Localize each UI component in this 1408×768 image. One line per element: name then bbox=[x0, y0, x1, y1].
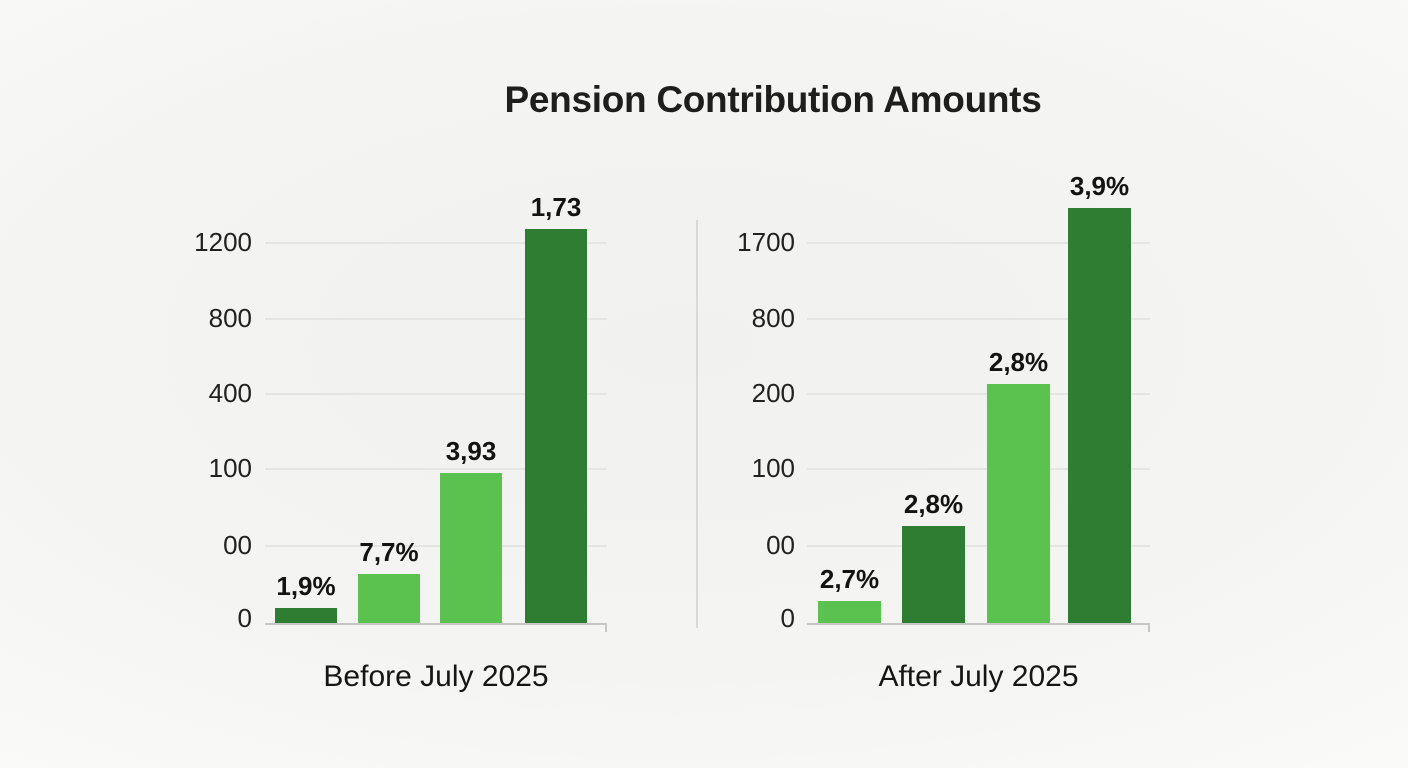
gridline bbox=[265, 242, 607, 244]
bar bbox=[525, 229, 587, 623]
bar-value-label: 2,8% bbox=[988, 347, 1049, 377]
bar-value-label: 1,73 bbox=[530, 192, 582, 222]
bar bbox=[275, 608, 337, 623]
bar-value-label: 3,93 bbox=[445, 436, 497, 466]
bar-value-label: 2,7% bbox=[819, 564, 880, 594]
bar-value-label: 3,9% bbox=[1069, 171, 1130, 201]
x-axis-line bbox=[265, 623, 607, 625]
bar bbox=[987, 384, 1050, 623]
gridline bbox=[807, 393, 1150, 395]
y-axis-tick-label: 100 bbox=[208, 453, 252, 483]
y-axis-tick-label: 00 bbox=[766, 530, 795, 560]
y-axis-tick-label: 200 bbox=[751, 378, 795, 408]
gridline bbox=[807, 468, 1150, 470]
y-axis-tick-label: 1700 bbox=[737, 227, 795, 257]
y-axis-tick-label: 100 bbox=[751, 453, 795, 483]
y-axis-tick-label: 00 bbox=[223, 530, 252, 560]
y-axis-tick-label: 1200 bbox=[194, 227, 252, 257]
bar-value-label: 1,9% bbox=[276, 571, 336, 601]
y-axis-tick-label: 800 bbox=[208, 303, 252, 333]
y-axis-tick-label: 400 bbox=[208, 378, 252, 408]
bar bbox=[1068, 208, 1131, 623]
gridline bbox=[265, 545, 607, 547]
y-axis-tick-label: 800 bbox=[751, 303, 795, 333]
x-axis-line bbox=[807, 623, 1150, 625]
chart-title: Pension Contribution Amounts bbox=[504, 79, 1042, 120]
y-axis-tick-label: 0 bbox=[780, 603, 795, 633]
bar-value-label: 2,8% bbox=[903, 489, 964, 519]
axis-end-tick bbox=[605, 623, 607, 632]
x-axis-label: Before July 2025 bbox=[323, 660, 549, 693]
bar bbox=[440, 473, 502, 623]
gridline bbox=[807, 318, 1150, 320]
gridline bbox=[807, 545, 1150, 547]
gridline bbox=[807, 242, 1150, 244]
axis-end-tick bbox=[1148, 623, 1150, 632]
panel-divider-line bbox=[696, 220, 698, 628]
gridline bbox=[265, 468, 607, 470]
gridline bbox=[265, 393, 607, 395]
x-axis-label: After July 2025 bbox=[878, 660, 1079, 693]
gridline bbox=[265, 318, 607, 320]
bar bbox=[358, 574, 420, 623]
bar bbox=[818, 601, 881, 623]
y-axis-tick-label: 0 bbox=[237, 603, 252, 633]
bar-value-label: 7,7% bbox=[359, 537, 419, 567]
bar bbox=[902, 526, 965, 623]
